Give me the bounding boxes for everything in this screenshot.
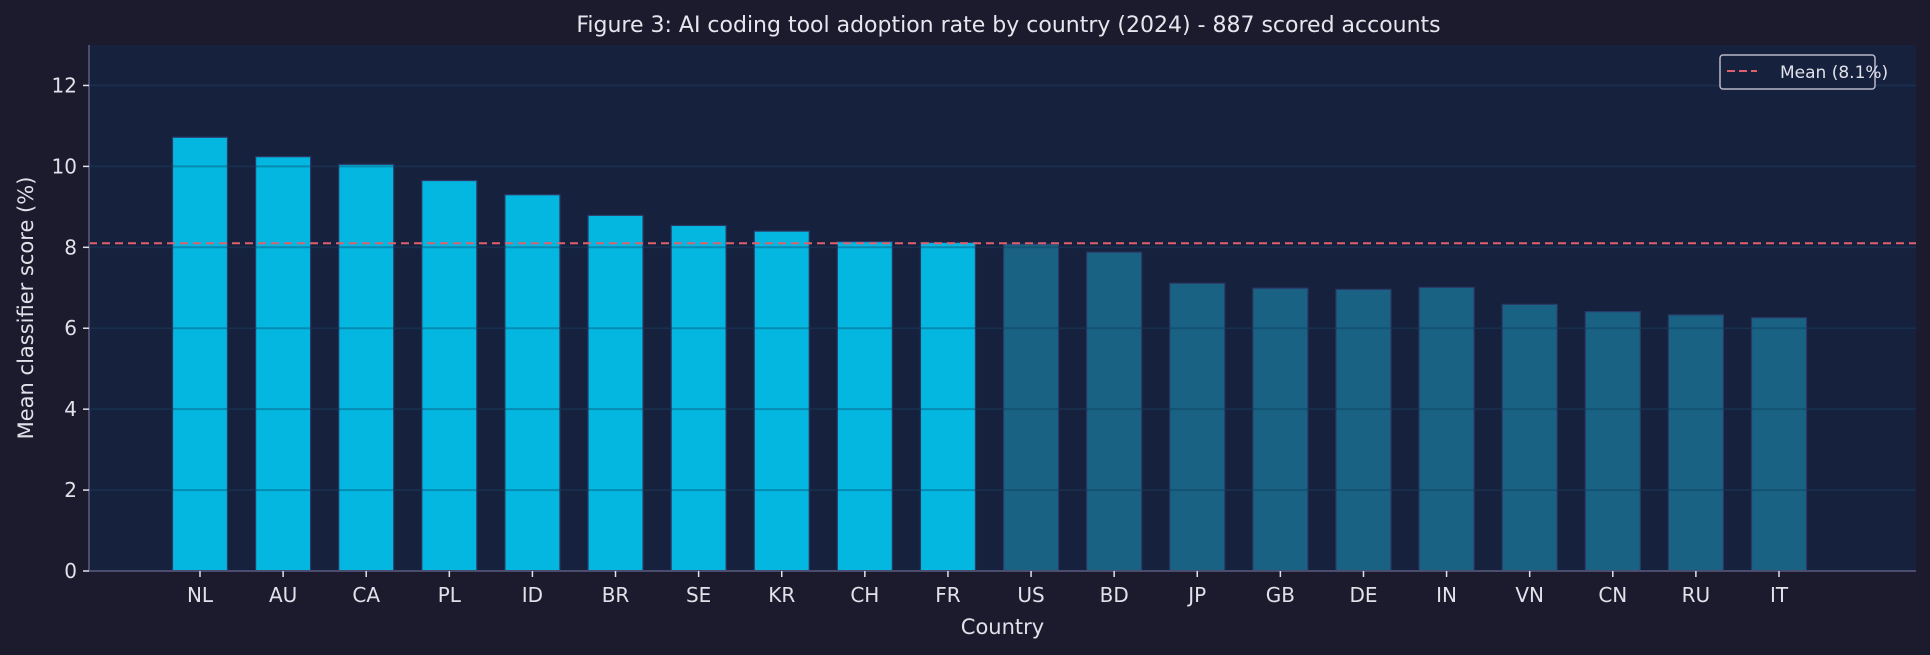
y-axis-ticks: 0 2 4 6 8 10 12 [52,73,89,583]
x-axis-ticks: NL AU CA PL ID BR SE KR CH FR US BD JP GB DE IN VN CN RU IT [187,571,1789,607]
x-tick-label-bd: BD [1100,583,1129,607]
bar-us [1002,243,1060,572]
legend: Mean (8.1%) [1719,54,1888,90]
x-axis-label: Country [961,615,1044,639]
bar-bd [1086,251,1143,572]
x-tick-label-br: BR [602,583,630,607]
legend-box [1719,54,1876,90]
x-tick-label-ru: RU [1682,583,1711,607]
bar-se [670,224,727,572]
y-tick-label: 12 [52,73,77,97]
x-tick-label-fr: FR [935,583,961,607]
bar-ch [836,241,893,572]
bar-ru [1667,314,1724,572]
x-tick-label-kr: KR [768,583,795,607]
bar-pl [421,179,478,572]
y-tick-label: 4 [64,397,77,421]
y-tick-label: 8 [64,235,77,259]
y-tick-label: 6 [64,316,77,340]
x-tick-label-au: AU [269,583,297,607]
bar-cn [1584,311,1641,572]
x-tick-label-in: IN [1436,583,1457,607]
x-tick-label-pl: PL [438,583,462,607]
x-tick-label-id: ID [522,583,543,607]
y-axis-label: Mean classifier score (%) [14,177,38,440]
x-tick-label-it: IT [1770,583,1789,607]
bar-id [504,194,561,572]
bar-in [1418,286,1475,572]
bar-gb [1252,287,1309,572]
bar-it [1750,317,1808,572]
axes [88,45,1916,572]
legend-mean-label: Mean (8.1%) [1780,63,1888,83]
x-tick-label-jp: JP [1186,583,1206,607]
x-tick-label-vn: VN [1515,583,1544,607]
chart-title: Figure 3: AI coding tool adoption rate b… [576,13,1440,38]
x-tick-label-se: SE [686,583,711,607]
x-tick-label-cn: CN [1598,583,1627,607]
y-tick-label: 10 [52,154,77,178]
x-tick-label-us: US [1017,583,1044,607]
bar-nl [171,136,229,572]
bar-jp [1169,282,1226,572]
x-tick-label-nl: NL [187,583,214,607]
bar-de [1335,288,1392,572]
bar-vn [1501,303,1558,572]
bar-au [255,156,312,572]
y-tick-label: 2 [64,478,77,502]
bar-kr [753,230,810,572]
x-tick-label-ca: CA [352,583,380,607]
x-tick-label-gb: GB [1266,583,1295,607]
x-tick-label-ch: CH [850,583,879,607]
bars [89,84,1916,572]
bar-ca [338,163,395,572]
x-tick-label-de: DE [1349,583,1377,607]
y-tick-label: 0 [64,559,77,583]
bar-fr [919,241,977,572]
bar-br [587,214,644,572]
